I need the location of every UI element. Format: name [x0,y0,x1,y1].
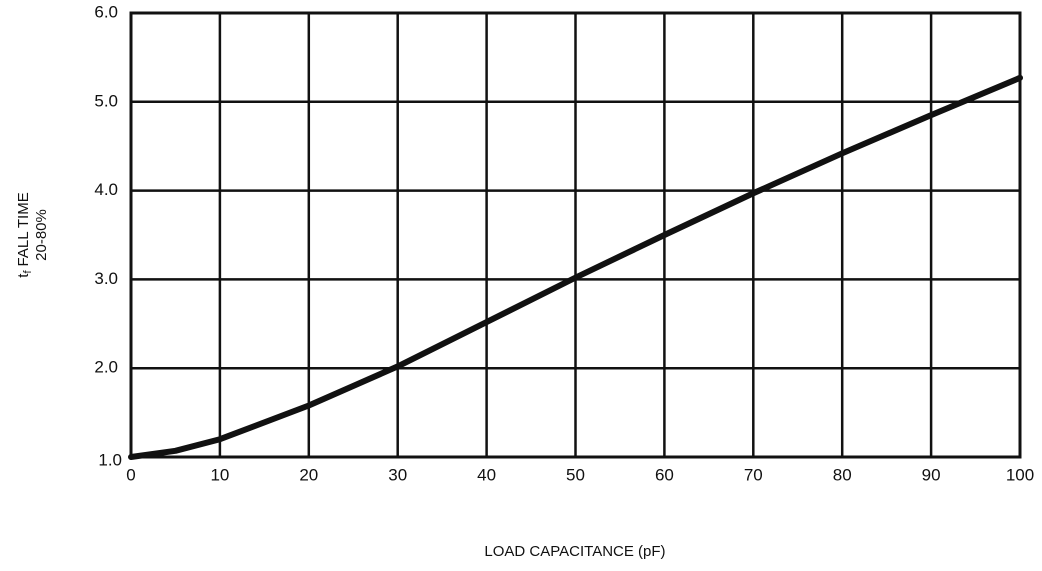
x-tick-label: 20 [299,465,318,484]
y-axis-label: tf FALL TIME 20-80% [15,192,50,277]
y-axis-subscript: f [22,270,34,274]
y-tick-label: 1.0 [98,450,122,469]
y-tick-label: 5.0 [94,91,118,110]
x-tick-label: 60 [655,465,674,484]
x-tick-label: 90 [922,465,941,484]
y-tick-label: 6.0 [94,2,118,21]
y-tick-label: 4.0 [94,180,118,199]
curve [128,74,1023,460]
y-tick-label: 3.0 [94,269,118,288]
plot-frame [129,11,1022,459]
x-axis-label: LOAD CAPACITANCE (pF) [484,543,665,560]
x-tick-label: 100 [1006,465,1034,484]
x-tick-label: 80 [833,465,852,484]
y-axis-text: FALL TIME [15,192,32,266]
y-axis-symbol: t [15,273,32,278]
x-tick-label: 40 [477,465,496,484]
x-tick-label: 10 [210,465,229,484]
y-axis-label-line2: 20-80% [33,209,50,261]
y-tick-label: 2.0 [94,358,118,377]
y-axis-label-line: tf FALL TIME [15,192,34,277]
x-tick-label: 50 [566,465,585,484]
x-tick-label: 70 [744,465,763,484]
x-tick-label: 0 [126,465,135,484]
x-tick-label: 30 [388,465,407,484]
